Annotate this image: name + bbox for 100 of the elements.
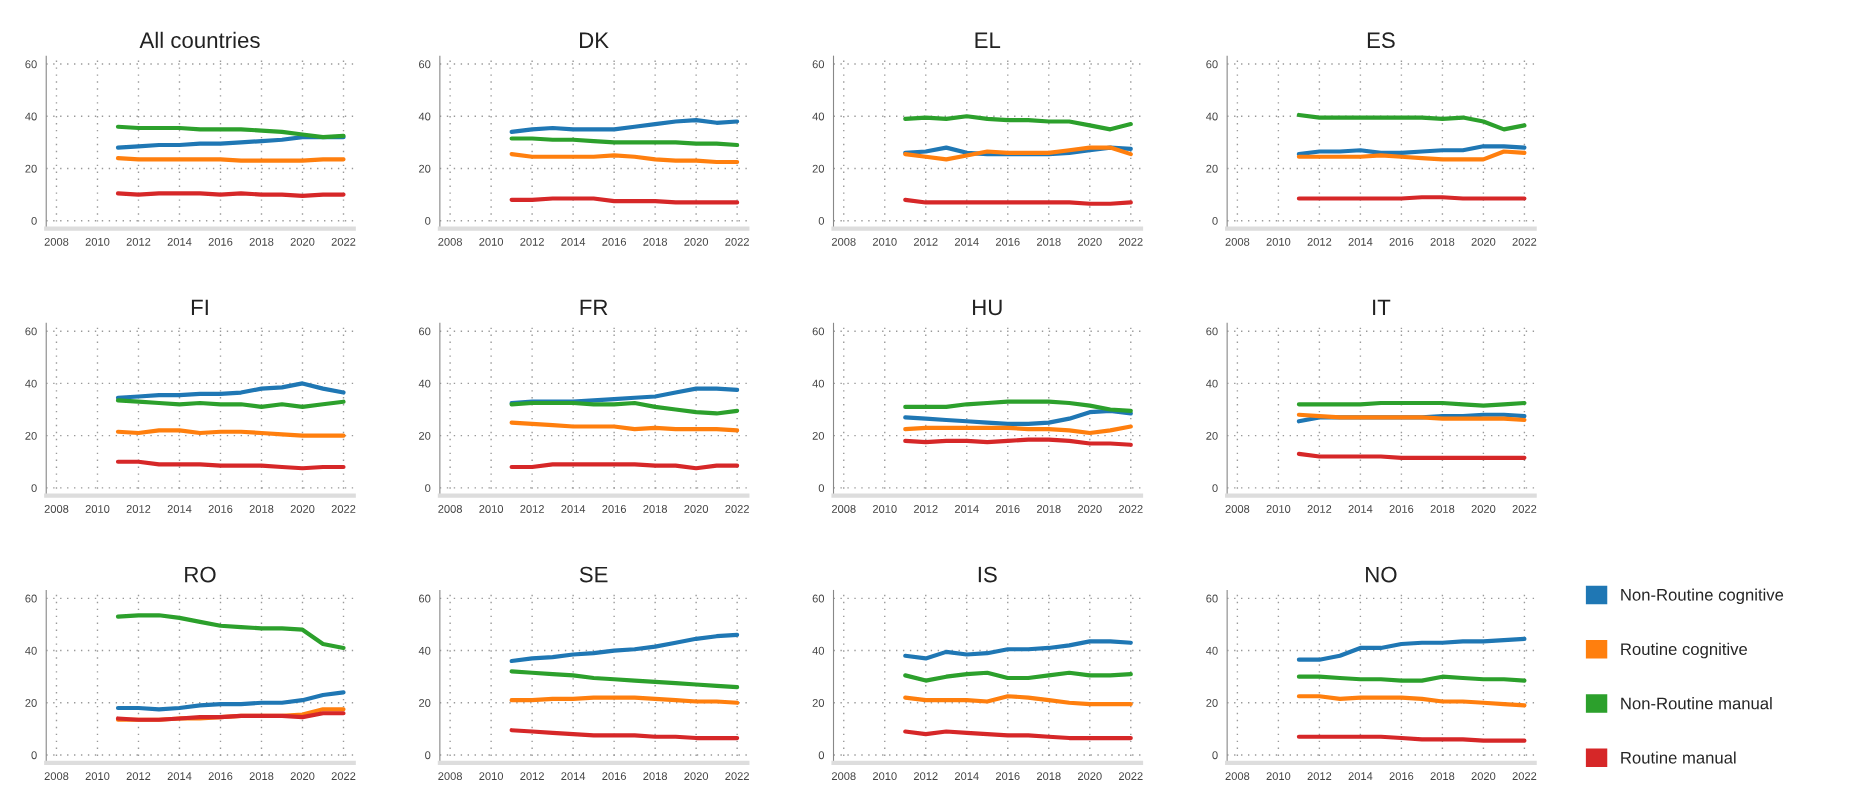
- y-tick-label: 20: [419, 699, 431, 707]
- chart-title: All countries: [139, 31, 260, 49]
- x-tick-label: 2016: [1389, 772, 1414, 781]
- x-tick-label: 2008: [831, 237, 856, 246]
- x-tick-label: 2018: [249, 237, 274, 246]
- x-tick-label: 2022: [725, 772, 749, 781]
- line-series: [903, 145, 1133, 162]
- x-tick-label: 2016: [995, 772, 1020, 781]
- x-tick-label: 2012: [1307, 772, 1332, 781]
- x-tick-label: 2010: [479, 505, 504, 513]
- x-tick-label: 2016: [208, 772, 233, 781]
- y-tick-label: 40: [25, 646, 37, 655]
- y-tick-label: 40: [25, 112, 37, 121]
- x-tick-label: 2018: [643, 505, 668, 513]
- x-tick-label: 2016: [995, 237, 1020, 246]
- x-tick-label: 2018: [643, 772, 668, 781]
- y-tick-label: 60: [812, 60, 825, 69]
- x-tick-label: 2016: [602, 772, 626, 781]
- legend-label: Non-Routine cognitive: [1621, 588, 1784, 605]
- legend-label: Non-Routine manual: [1621, 697, 1772, 710]
- x-tick-label: 2018: [249, 772, 274, 781]
- y-tick-label: 40: [1206, 112, 1218, 121]
- x-tick-label: 2022: [1512, 505, 1537, 513]
- line-series: [903, 639, 1133, 661]
- line-series: [903, 670, 1133, 683]
- x-tick-label: 2018: [1430, 772, 1455, 781]
- y-tick-label: 60: [419, 594, 431, 603]
- x-tick-label: 2014: [167, 505, 192, 513]
- line-series: [903, 114, 1133, 132]
- x-tick-label: 2010: [85, 237, 110, 246]
- line-series: [1296, 149, 1527, 162]
- x-tick-label: 2008: [438, 237, 462, 246]
- y-tick-label: 20: [25, 164, 37, 173]
- y-tick-label: 60: [419, 60, 431, 69]
- x-tick-label: 2022: [331, 505, 356, 513]
- x-tick-label: 2020: [684, 237, 709, 246]
- x-tick-label: 2012: [1307, 237, 1332, 246]
- x-tick-label: 2008: [1225, 237, 1250, 246]
- x-tick-label: 2012: [1307, 505, 1332, 513]
- x-tick-label: 2014: [167, 237, 192, 246]
- y-tick-label: 60: [25, 594, 37, 603]
- x-tick-label: 2014: [561, 505, 586, 513]
- chart-title: FI: [191, 299, 208, 316]
- chart-title: SE: [579, 566, 608, 583]
- x-tick-label: 2020: [1077, 505, 1102, 513]
- x-tick-label: 2022: [1118, 505, 1143, 513]
- x-tick-label: 2008: [438, 505, 462, 513]
- x-tick-label: 2014: [954, 772, 979, 781]
- x-tick-label: 2012: [126, 237, 151, 246]
- y-tick-label: 20: [1206, 699, 1218, 707]
- chart-title: ES: [1367, 32, 1395, 49]
- line-series: [903, 694, 1133, 707]
- x-tick-label: 2014: [1348, 237, 1373, 246]
- x-tick-label: 2020: [684, 772, 709, 781]
- x-tick-label: 2014: [1348, 772, 1373, 781]
- x-tick-label: 2012: [913, 237, 938, 246]
- line-series: [115, 690, 346, 712]
- chart-title: IT: [1373, 299, 1391, 316]
- x-tick-label: 2022: [1512, 772, 1537, 781]
- y-tick-label: 0: [31, 484, 37, 493]
- x-tick-label: 2008: [1225, 772, 1250, 781]
- line-series: [903, 399, 1133, 413]
- line-series: [115, 381, 346, 400]
- y-tick-label: 40: [1206, 379, 1218, 388]
- x-tick-label: 2008: [831, 505, 856, 513]
- x-tick-label: 2012: [520, 237, 544, 246]
- x-tick-label: 2020: [290, 772, 315, 781]
- x-tick-label: 2010: [1266, 505, 1291, 513]
- line-series: [903, 424, 1133, 436]
- x-tick-label: 2016: [995, 505, 1020, 513]
- line-series: [115, 398, 346, 410]
- y-tick-label: 40: [418, 646, 431, 655]
- y-tick-label: 0: [1212, 484, 1218, 493]
- x-tick-label: 2020: [1471, 772, 1496, 781]
- x-tick-label: 2020: [684, 505, 709, 513]
- x-tick-label: 2022: [725, 237, 749, 246]
- line-series: [1296, 636, 1527, 662]
- y-tick-label: 0: [31, 216, 37, 225]
- line-series: [1296, 112, 1527, 132]
- y-tick-label: 0: [31, 751, 37, 760]
- x-tick-label: 2020: [290, 237, 315, 246]
- legend-label: Routine cognitive: [1621, 642, 1748, 659]
- x-tick-label: 2014: [561, 772, 586, 781]
- line-series: [1296, 144, 1527, 157]
- line-series: [509, 152, 740, 165]
- x-tick-label: 2010: [1266, 772, 1291, 781]
- y-tick-label: 0: [425, 484, 431, 493]
- y-tick-label: 20: [419, 164, 431, 173]
- y-tick-label: 40: [1206, 646, 1218, 655]
- x-tick-label: 2016: [1389, 505, 1414, 513]
- y-tick-label: 60: [812, 594, 825, 603]
- x-tick-label: 2022: [725, 505, 749, 513]
- y-tick-label: 20: [1206, 164, 1218, 173]
- x-tick-label: 2014: [954, 237, 979, 246]
- x-tick-label: 2022: [331, 237, 356, 246]
- x-tick-label: 2010: [872, 505, 897, 513]
- x-tick-label: 2022: [1118, 237, 1143, 246]
- y-tick-label: 40: [812, 379, 825, 388]
- y-tick-label: 60: [25, 60, 37, 69]
- y-tick-label: 20: [25, 699, 37, 707]
